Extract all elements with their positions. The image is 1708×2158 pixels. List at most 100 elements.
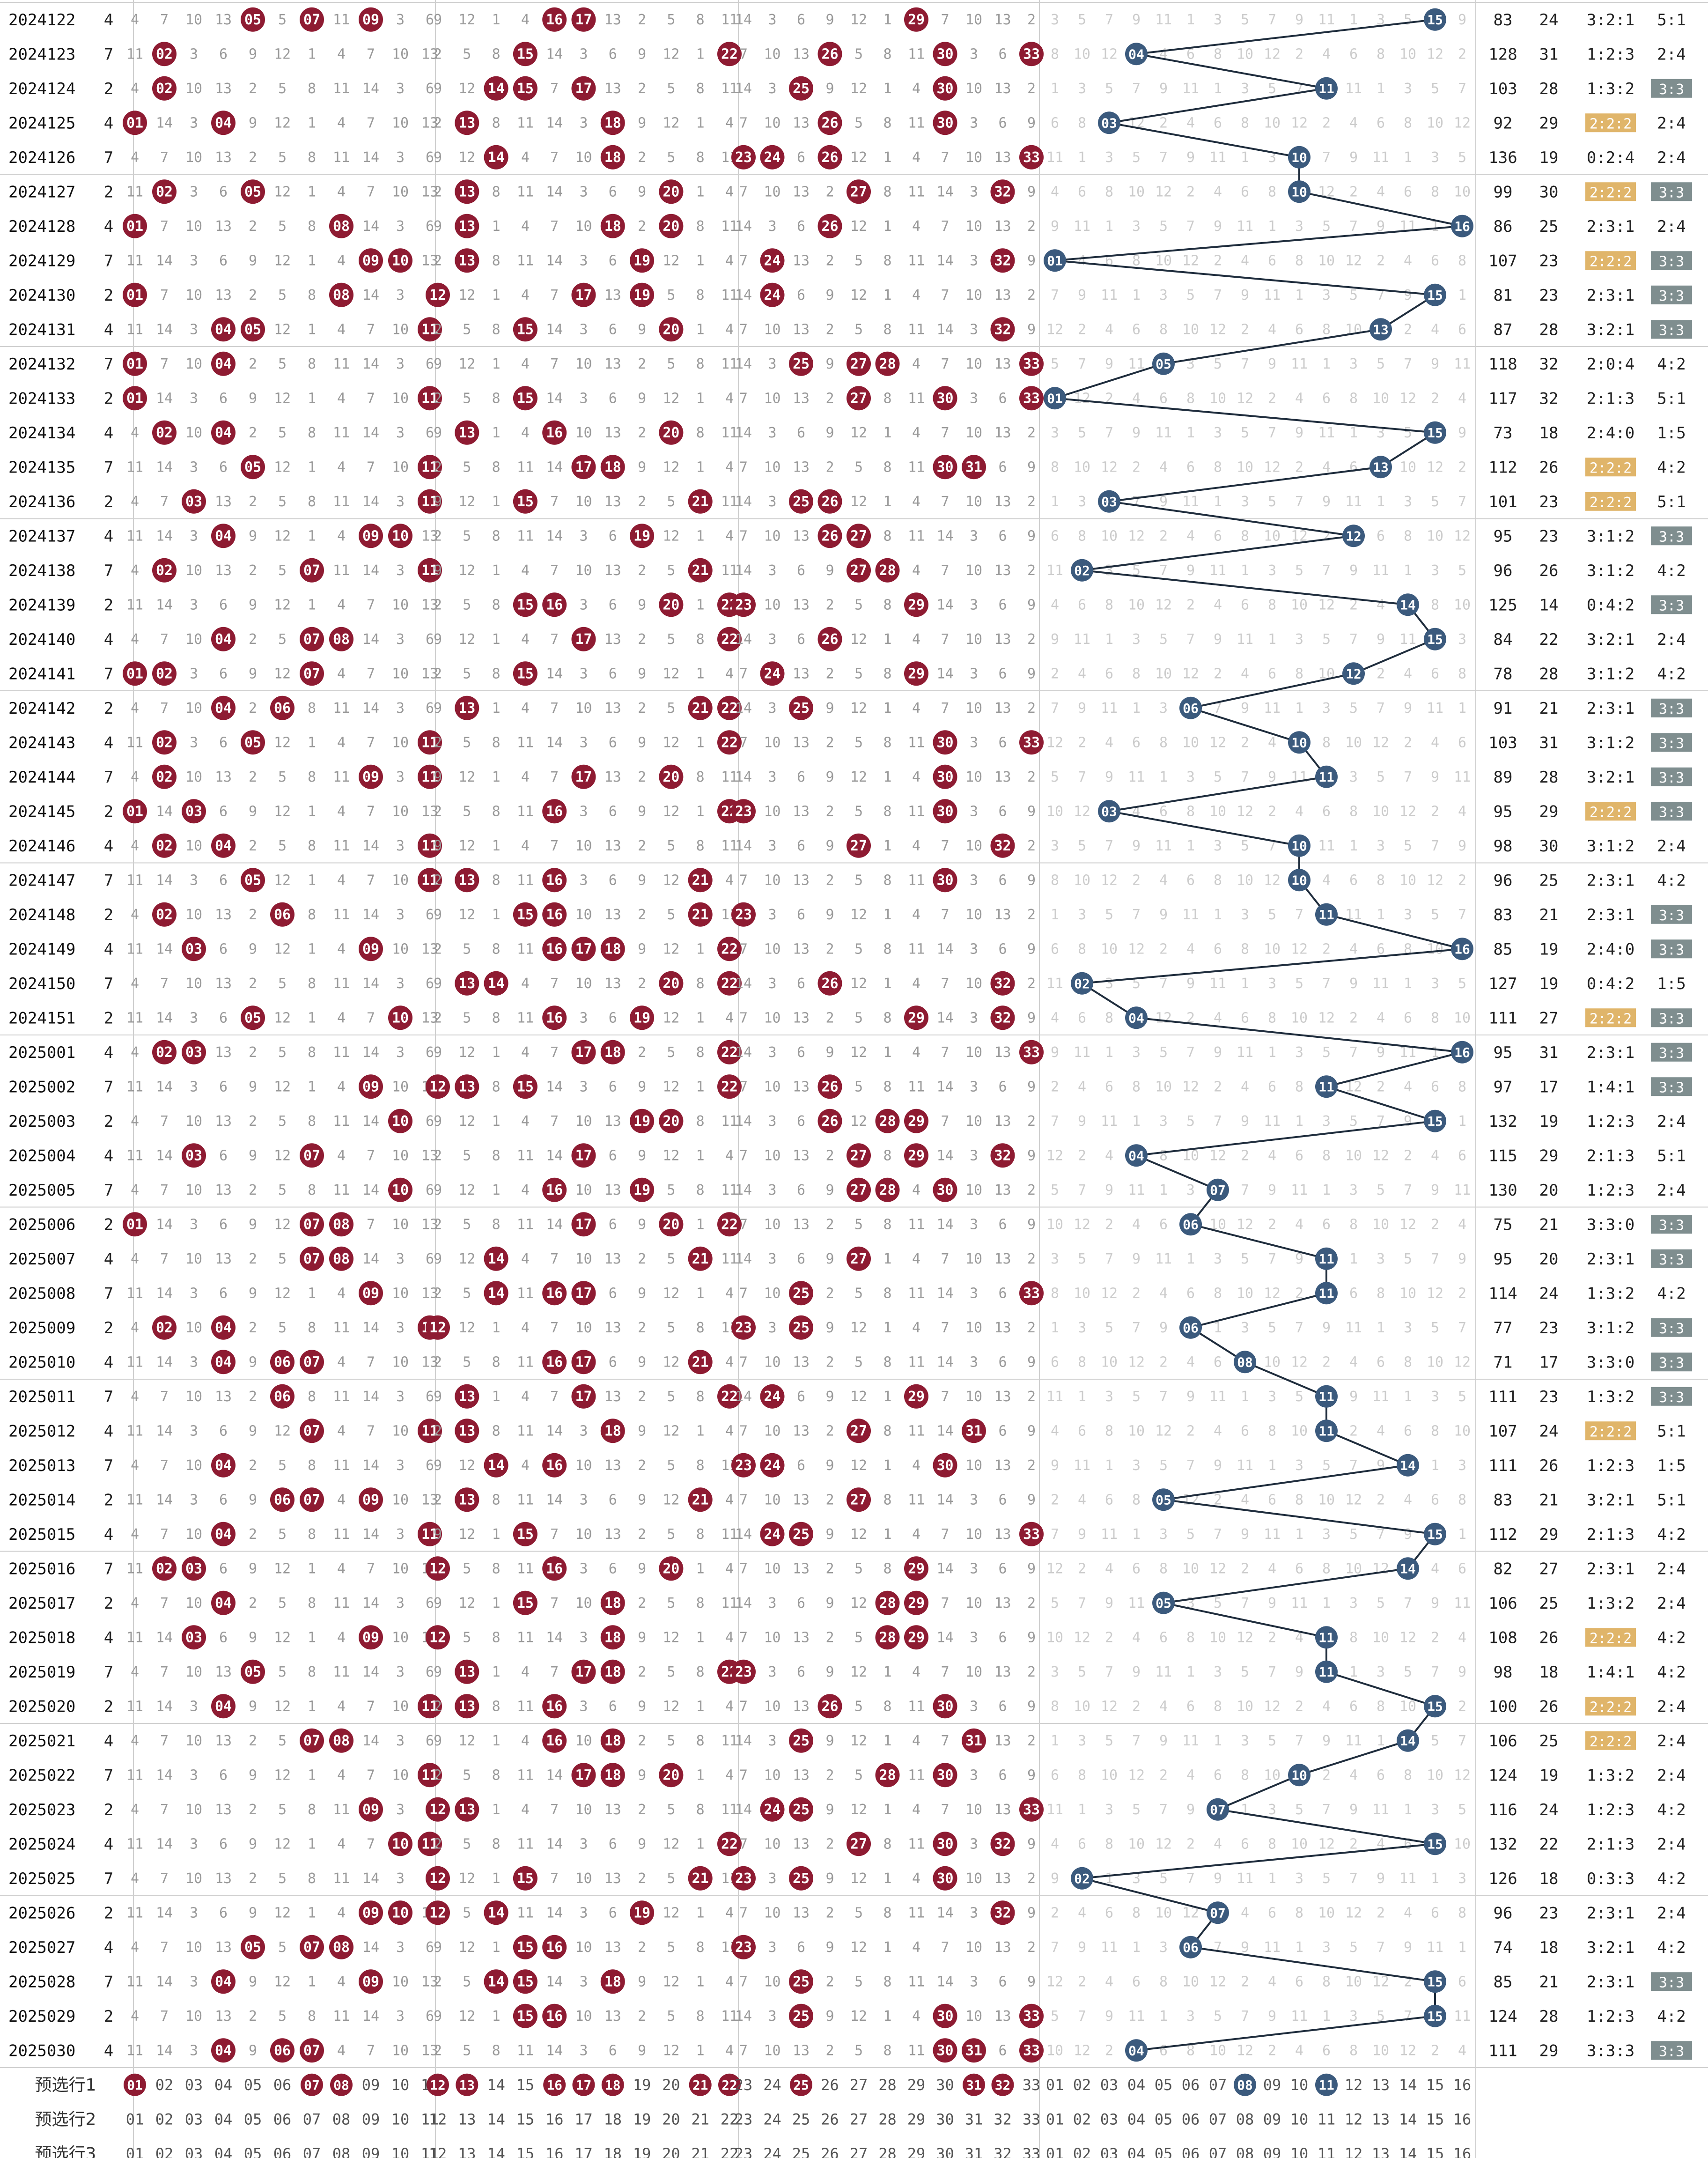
zone4-omission: 10	[1454, 1423, 1471, 1439]
zone4-omission: 8	[1132, 665, 1141, 682]
omission-count: 2	[1027, 1457, 1036, 1474]
zone4-omission: 4	[1295, 1216, 1303, 1233]
odd-even-ratio: 4:2	[1657, 1284, 1686, 1303]
drawn-ball	[760, 282, 785, 307]
omission-count: 11	[908, 1354, 925, 1370]
drawn-ball	[241, 317, 265, 342]
span-value: 18	[1539, 1870, 1559, 1888]
omission-count: 12	[850, 1113, 867, 1130]
omission-count: 1	[308, 1698, 316, 1715]
zone4-omission: 8	[1159, 1973, 1168, 1990]
sum-value: 95	[1494, 1250, 1513, 1269]
zone4-omission: 3	[1295, 218, 1303, 235]
omission-count: 2	[1027, 1870, 1036, 1887]
zone4-omission: 7	[1349, 218, 1358, 235]
issue-number: 2024127	[8, 183, 75, 201]
zone4-omission: 1	[1431, 1457, 1439, 1474]
omission-count: 9	[249, 1767, 257, 1783]
zone4-omission: 8	[1186, 803, 1195, 820]
omission-count: 3	[579, 1492, 588, 1508]
omission-count: 5	[667, 1251, 675, 1267]
drawn-ball-number: 01	[126, 287, 143, 303]
zone4-omission: 6	[1078, 597, 1086, 613]
zone4-omission: 8	[1051, 1698, 1059, 1715]
zone4-ball-number: 03	[1101, 115, 1117, 131]
omission-count: 11	[908, 528, 925, 544]
omission-count: 12	[663, 872, 679, 888]
zone4-omission: 1	[1051, 494, 1059, 510]
omission-count: 13	[994, 1389, 1011, 1405]
omission-count: 7	[739, 1079, 748, 1095]
preselect-number: 10	[1290, 2076, 1309, 2094]
omission-count: 5	[667, 12, 675, 28]
omission-count: 5	[463, 459, 471, 475]
omission-count: 10	[965, 907, 982, 923]
omission-count: 4	[521, 1389, 530, 1405]
zone4-omission: 1	[1404, 149, 1412, 166]
omission-count: 4	[337, 46, 346, 62]
omission-count: 11	[126, 1423, 143, 1439]
zone4-omission: 11	[1182, 494, 1199, 510]
zone4-omission: 1	[1105, 1044, 1113, 1061]
omission-count: 6	[426, 976, 434, 992]
drawn-ball-number: 20	[663, 184, 679, 200]
ratio-badge	[1585, 458, 1636, 477]
zone4-omission: 8	[1458, 1492, 1466, 1508]
drawn-ball-number: 13	[458, 1802, 475, 1818]
drawn-ball	[300, 1212, 324, 1237]
omission-count: 1	[492, 2008, 501, 2025]
drawn-ball	[329, 1212, 353, 1237]
preselect-ball-number: 32	[995, 2077, 1011, 2093]
omission-count: 10	[764, 321, 780, 338]
zone4-omission: 12	[1046, 1973, 1063, 1990]
omission-count: 10	[764, 390, 780, 406]
omission-count: 6	[426, 1182, 434, 1198]
omission-count: 13	[793, 1767, 810, 1783]
zone4-omission: 1	[1159, 1182, 1168, 1198]
omission-count: 2	[249, 1389, 257, 1405]
tail-digit: 2	[104, 802, 113, 821]
preselect-number: 14	[487, 2110, 505, 2128]
omission-count: 8	[308, 1802, 316, 1818]
omission-count: 10	[764, 1216, 780, 1233]
omission-count: 9	[825, 700, 834, 717]
omission-count: 4	[521, 700, 530, 717]
omission-count: 12	[274, 1836, 291, 1852]
omission-count: 2	[638, 356, 646, 372]
omission-count: 5	[278, 1595, 287, 1611]
omission-count: 7	[367, 1216, 375, 1233]
omission-count: 10	[965, 12, 982, 28]
omission-count: 7	[739, 1560, 748, 1577]
omission-count: 11	[333, 1113, 350, 1130]
omission-count: 14	[156, 872, 173, 888]
zone4-omission: 6	[1186, 459, 1195, 475]
omission-count: 14	[546, 46, 563, 62]
zone-ratio: 3:2:1	[1587, 11, 1634, 30]
zone4-ball-number: 02	[1074, 1871, 1090, 1886]
omission-count: 3	[579, 1560, 588, 1577]
omission-count: 3	[396, 287, 405, 303]
omission-count: 3	[579, 321, 588, 338]
zone4-omission: 1	[1458, 1939, 1466, 1956]
omission-count: 8	[308, 838, 316, 854]
zone4-omission: 9	[1214, 1457, 1222, 1474]
zone4-omission: 10	[1237, 872, 1253, 888]
omission-count: 10	[575, 149, 592, 166]
drawn-ball	[300, 1419, 324, 1443]
sum-value: 85	[1494, 940, 1513, 959]
preselect-number: 07	[1209, 2110, 1227, 2128]
odd-even-ratio: 4:2	[1657, 562, 1686, 580]
omission-count: 5	[667, 1526, 675, 1543]
preselect-number: 10	[391, 2076, 410, 2094]
drawn-ball-number: 32	[994, 252, 1011, 269]
omission-count: 2	[825, 184, 834, 200]
zone4-omission: 9	[1078, 1526, 1086, 1543]
omission-count: 12	[663, 941, 679, 957]
odd-even-ratio: 5:1	[1657, 1422, 1686, 1441]
zone4-omission: 8	[1105, 1836, 1113, 1852]
zone4-omission: 10	[1101, 528, 1118, 544]
omission-count: 10	[185, 1182, 202, 1198]
zone4-omission: 12	[1209, 321, 1226, 338]
omission-count: 14	[936, 1905, 953, 1921]
tail-digit: 4	[104, 940, 113, 959]
